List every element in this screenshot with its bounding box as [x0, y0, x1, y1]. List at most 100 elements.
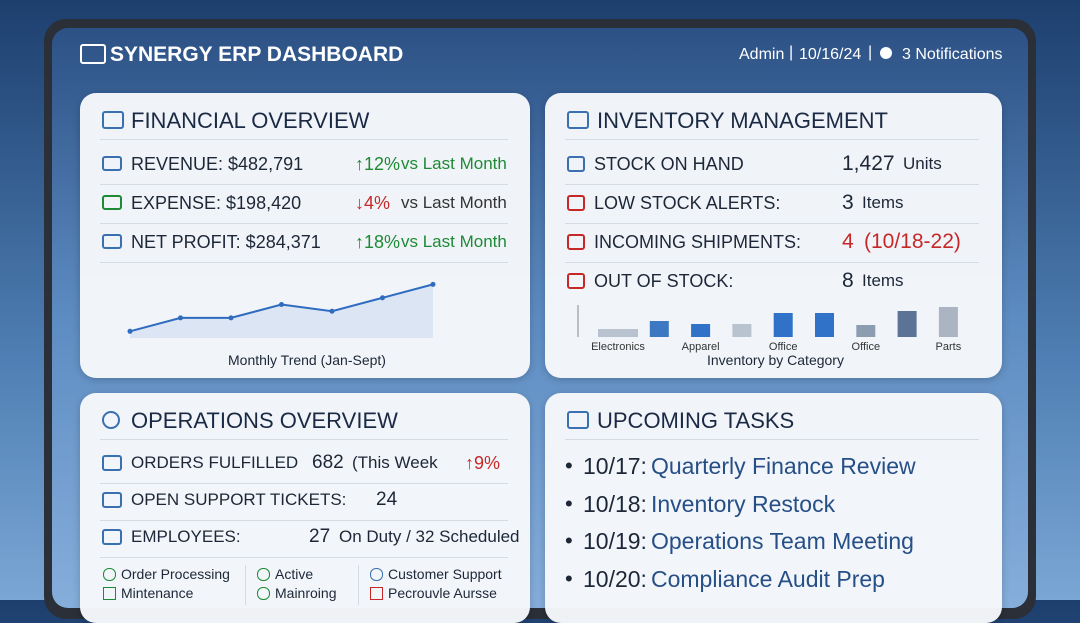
bullet: •	[565, 453, 573, 478]
ops-value: 24	[376, 489, 398, 510]
bullet: •	[565, 565, 573, 591]
divider: |	[868, 44, 873, 61]
section-icon	[102, 111, 124, 129]
metric-label: REVENUE: $482,791	[131, 154, 304, 174]
section-icon	[567, 411, 589, 429]
user[interactable]: Admin	[739, 46, 785, 63]
inventory-unit: Items	[862, 271, 904, 290]
row-icon	[567, 195, 585, 211]
inventory-unit: Units	[903, 154, 942, 173]
section-title: OPERATIONS OVERVIEW	[131, 408, 398, 433]
inventory-value: 8	[842, 269, 854, 292]
trend-point	[430, 281, 436, 287]
ops-value: 682	[312, 452, 344, 473]
ops-label: EMPLOYEES:	[131, 527, 241, 546]
task-date: 10/19:	[583, 528, 647, 554]
ops-change: ↑9%	[465, 453, 501, 473]
status-item: Order Processing	[121, 566, 230, 582]
trend-point	[228, 315, 234, 321]
inventory-value: 1,427	[842, 152, 895, 175]
separator	[100, 223, 508, 224]
bullet: •	[565, 528, 573, 553]
separator	[100, 557, 508, 558]
metric-compare: vs Last Month	[401, 154, 507, 173]
status-item: Mintenance	[121, 585, 194, 601]
metric-compare: vs Last Month	[401, 232, 507, 251]
notifications[interactable]: 3 Notifications	[902, 46, 1003, 63]
section-title: UPCOMING TASKS	[597, 408, 795, 433]
metric-change: ↑18%	[355, 232, 401, 252]
status-icon	[103, 587, 116, 600]
separator	[100, 439, 508, 440]
status-item: Mainroing	[275, 585, 337, 601]
x-tick-label: Electronics	[591, 341, 645, 353]
ops-note: On Duty / 32 Scheduled	[339, 527, 520, 546]
ops-note: (This Week	[352, 453, 438, 472]
bar	[897, 311, 917, 337]
section-title: INVENTORY MANAGEMENT	[597, 108, 888, 133]
x-tick-label: Office	[769, 341, 798, 353]
task-text[interactable]: Quarterly Finance Review	[651, 453, 916, 479]
inventory-label: LOW STOCK ALERTS:	[594, 193, 781, 213]
status-icon	[370, 568, 383, 581]
bar	[938, 307, 958, 337]
chart-caption: Inventory by Category	[707, 352, 844, 368]
logo-icon	[80, 44, 106, 64]
x-tick-label: Office	[852, 341, 881, 353]
row-icon	[567, 234, 585, 250]
bar	[691, 324, 711, 337]
trend-point	[279, 302, 284, 307]
bar	[815, 313, 834, 337]
inventory-label: STOCK ON HAND	[594, 154, 744, 174]
metric-change: ↓4%	[355, 193, 391, 213]
bar	[856, 325, 876, 337]
separator	[565, 262, 979, 263]
section-icon	[567, 111, 589, 129]
task-text[interactable]: Inventory Restock	[651, 490, 836, 517]
separator	[100, 184, 508, 185]
status-item: Active	[275, 566, 314, 582]
row-icon	[102, 195, 122, 210]
x-tick-label: Parts	[936, 341, 962, 353]
bar	[598, 329, 638, 337]
bar	[649, 321, 669, 337]
metric-label: NET PROFIT: $284,371	[131, 232, 321, 252]
section-icon	[102, 411, 120, 429]
separator	[565, 139, 979, 140]
ops-label: ORDERS FULFILLED	[131, 453, 299, 472]
app-title: SYNERGY ERP DASHBOARD	[110, 43, 404, 66]
chart-caption: Monthly Trend (Jan-Sept)	[228, 352, 386, 368]
trend-area	[130, 284, 433, 338]
task-text[interactable]: Compliance Audit Prep	[651, 565, 885, 592]
row-icon	[102, 529, 122, 545]
row-icon	[102, 455, 122, 471]
separator	[358, 565, 359, 605]
bar	[732, 324, 752, 337]
task-date: 10/17:	[583, 453, 647, 479]
row-icon	[102, 492, 122, 508]
status-item: Pecrouvle Aursse	[388, 585, 497, 601]
inventory-unit: (10/18-22)	[864, 230, 961, 253]
section-title: FINANCIAL OVERVIEW	[131, 108, 370, 133]
row-icon	[102, 156, 122, 171]
bullet: •	[565, 490, 573, 516]
task-date: 10/18:	[583, 490, 647, 517]
metric-compare: vs Last Month	[401, 193, 507, 212]
separator	[100, 262, 508, 263]
line-chart: Electronics Apparel Office Office Parts	[127, 281, 962, 353]
trend-point	[329, 308, 335, 314]
task-text[interactable]: Operations Team Meeting	[651, 528, 914, 554]
date: 10/16/24	[799, 46, 862, 63]
tasks-card	[545, 393, 1002, 623]
row-icon	[102, 234, 122, 249]
status-icon	[257, 587, 270, 600]
ops-value: 27	[309, 526, 331, 547]
row-icon	[567, 273, 585, 289]
status-icon	[103, 568, 116, 581]
status-icon	[257, 568, 270, 581]
inventory-unit: Items	[862, 193, 904, 212]
divider: |	[789, 44, 794, 61]
trend-point	[178, 315, 183, 321]
separator	[565, 439, 979, 440]
